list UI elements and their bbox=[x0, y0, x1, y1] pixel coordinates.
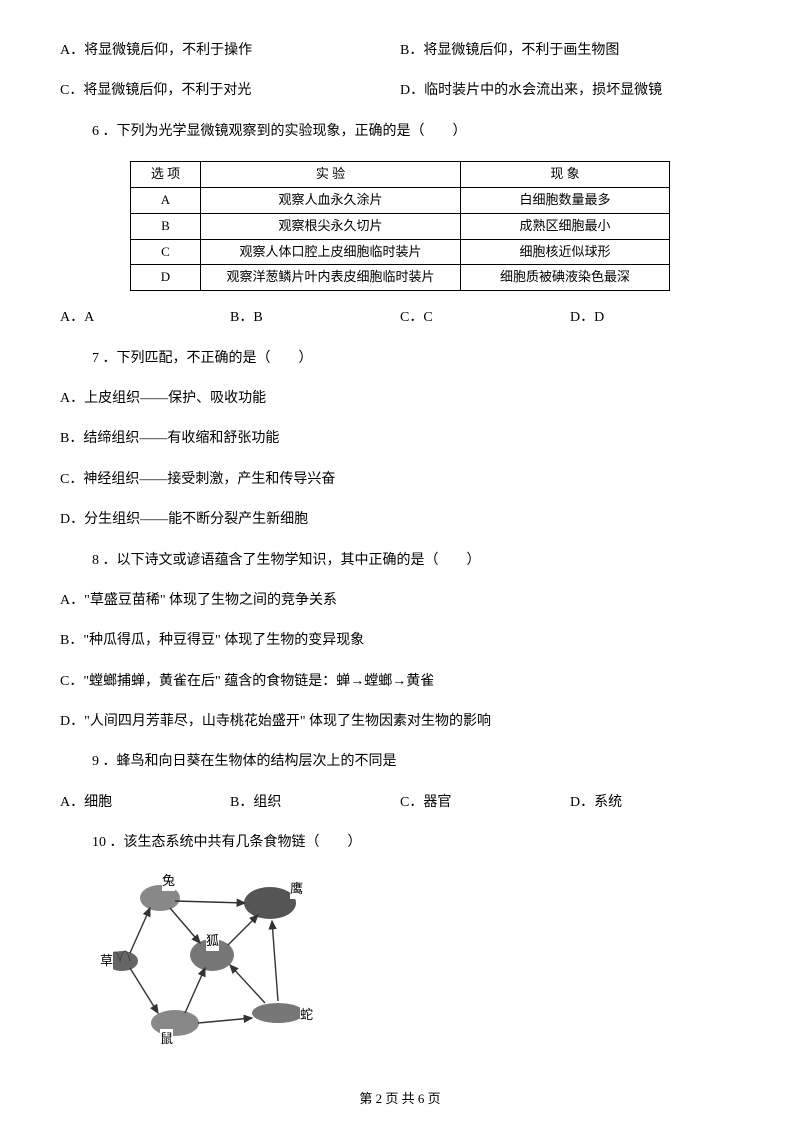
q7-stem: 7 ．下列匹配，不正确的是（ ） bbox=[60, 348, 740, 370]
q8-stem: 8 ．以下诗文或谚语蕴含了生物学知识，其中正确的是（ ） bbox=[60, 550, 740, 572]
q6-r2c1: B bbox=[131, 213, 201, 239]
q8-opt-d: D．"人间四月芳菲尽，山寺桃花始盛开" 体现了生物因素对生物的影响 bbox=[60, 711, 740, 733]
q9-opt-d: D．系统 bbox=[570, 792, 740, 814]
q6-options: A．A B．B C．C D．D bbox=[60, 307, 740, 329]
q7-opt-a: A．上皮组织――保护、吸收功能 bbox=[60, 388, 740, 410]
q9-options: A．细胞 B．组织 C．器官 D．系统 bbox=[60, 792, 740, 814]
q6-table: 选 项 实 验 现 象 A 观察人血永久涂片 白细胞数量最多 B 观察根尖永久切… bbox=[130, 161, 670, 291]
q6-opt-b: B．B bbox=[230, 307, 400, 329]
foodweb-eagle-label: 鹰 bbox=[290, 879, 303, 900]
foodweb-snake-label: 蛇 bbox=[300, 1005, 313, 1026]
q8-opt-a: A．"草盛豆苗稀" 体现了生物之间的竞争关系 bbox=[60, 590, 740, 612]
q9-stem: 9 ．蜂鸟和向日葵在生物体的结构层次上的不同是 bbox=[60, 751, 740, 773]
q5-options-row2: C．将显微镜后仰，不利于对光 D．临时装片中的水会流出来，损坏显微镜 bbox=[60, 80, 740, 102]
q6-th-experiment: 实 验 bbox=[201, 162, 461, 188]
q5-opt-c: C．将显微镜后仰，不利于对光 bbox=[60, 80, 400, 102]
foodweb-fox-label: 狐 bbox=[206, 931, 219, 952]
table-row: B 观察根尖永久切片 成熟区细胞最小 bbox=[131, 213, 670, 239]
q6-r2c3: 成熟区细胞最小 bbox=[461, 213, 670, 239]
q7-opt-c: C．神经组织――接受刺激，产生和传导兴奋 bbox=[60, 469, 740, 491]
q9-opt-c: C．器官 bbox=[400, 792, 570, 814]
q9-opt-b: B．组织 bbox=[230, 792, 400, 814]
q6-r4c3: 细胞质被碘液染色最深 bbox=[461, 265, 670, 291]
q6-r1c1: A bbox=[131, 187, 201, 213]
q6-r1c2: 观察人血永久涂片 bbox=[201, 187, 461, 213]
q6-r4c1: D bbox=[131, 265, 201, 291]
q8-opt-b: B．"种瓜得瓜，种豆得豆" 体现了生物的变异现象 bbox=[60, 630, 740, 652]
q9-opt-a: A．细胞 bbox=[60, 792, 230, 814]
q6-opt-a: A．A bbox=[60, 307, 230, 329]
q6-r3c3: 细胞核近似球形 bbox=[461, 239, 670, 265]
page-footer: 第 2 页 共 6 页 bbox=[0, 1089, 800, 1110]
table-row: C 观察人体口腔上皮细胞临时装片 细胞核近似球形 bbox=[131, 239, 670, 265]
foodweb-rabbit-label: 兔 bbox=[162, 871, 175, 892]
q10-stem: 10 ．该生态系统中共有几条食物链（ ） bbox=[60, 832, 740, 854]
q6-opt-c: C．C bbox=[400, 307, 570, 329]
foodweb-grass-label: 草 bbox=[100, 951, 113, 972]
q6-r1c3: 白细胞数量最多 bbox=[461, 187, 670, 213]
q5-opt-d: D．临时装片中的水会流出来，损坏显微镜 bbox=[400, 80, 740, 102]
q7-opt-d: D．分生组织――能不断分裂产生新细胞 bbox=[60, 509, 740, 531]
q8-opt-c: C．"螳螂捕蝉，黄雀在后" 蕴含的食物链是：蝉→螳螂→黄雀 bbox=[60, 671, 740, 693]
q5-options-row1: A．将显微镜后仰，不利于操作 B．将显微镜后仰，不利于画生物图 bbox=[60, 40, 740, 62]
q6-th-phenomenon: 现 象 bbox=[461, 162, 670, 188]
table-row: D 观察洋葱鳞片叶内表皮细胞临时装片 细胞质被碘液染色最深 bbox=[131, 265, 670, 291]
q6-r2c2: 观察根尖永久切片 bbox=[201, 213, 461, 239]
q6-r4c2: 观察洋葱鳞片叶内表皮细胞临时装片 bbox=[201, 265, 461, 291]
q7-opt-b: B．结缔组织――有收缩和舒张功能 bbox=[60, 428, 740, 450]
q6-r3c1: C bbox=[131, 239, 201, 265]
table-row: A 观察人血永久涂片 白细胞数量最多 bbox=[131, 187, 670, 213]
q5-opt-a: A．将显微镜后仰，不利于操作 bbox=[60, 40, 400, 62]
q6-th-option: 选 项 bbox=[131, 162, 201, 188]
q6-r3c2: 观察人体口腔上皮细胞临时装片 bbox=[201, 239, 461, 265]
q5-opt-b: B．将显微镜后仰，不利于画生物图 bbox=[400, 40, 740, 62]
foodweb-mouse-label: 鼠 bbox=[160, 1029, 173, 1050]
q6-stem: 6 ．下列为光学显微镜观察到的实验现象，正确的是（ ） bbox=[60, 121, 740, 143]
q6-opt-d: D．D bbox=[570, 307, 740, 329]
food-web-diagram: 兔 鹰 狐 草 鼠 蛇 bbox=[100, 873, 330, 1043]
